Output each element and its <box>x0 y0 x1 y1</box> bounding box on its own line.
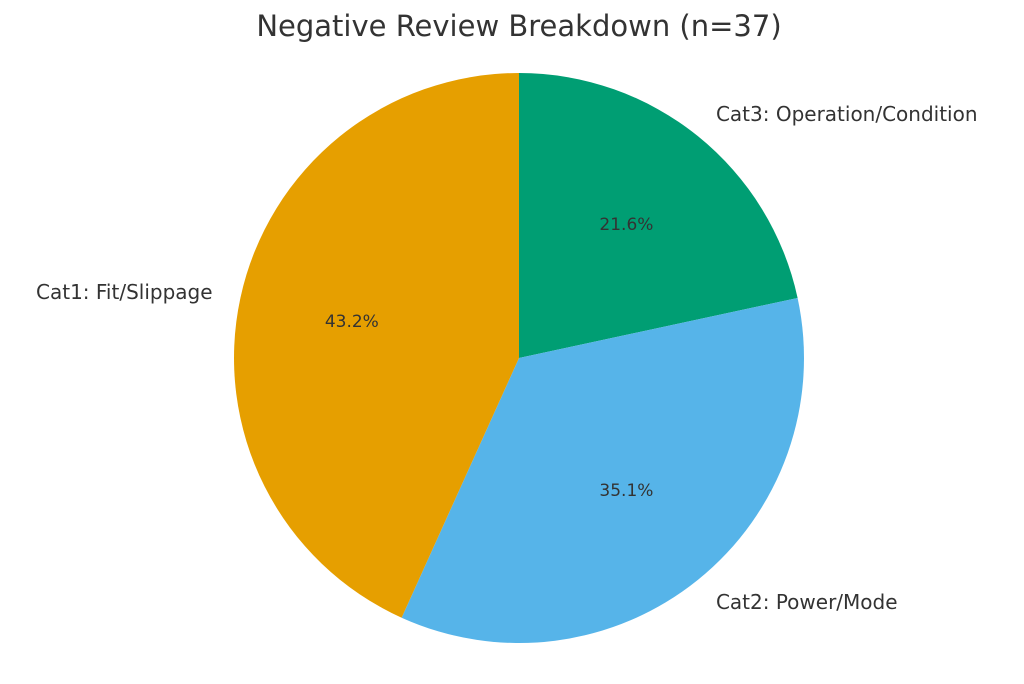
slice-percent-label: 35.1% <box>599 481 653 501</box>
slice-percent-label: 21.6% <box>599 215 653 235</box>
slice-category-label: Cat2: Power/Mode <box>716 590 898 614</box>
slice-percent-label: 43.2% <box>325 312 379 332</box>
chart-title: Negative Review Breakdown (n=37) <box>256 9 781 43</box>
pie-slice-2 <box>401 297 804 643</box>
slice-category-label: Cat3: Operation/Condition <box>716 102 978 126</box>
pie-slices <box>234 73 804 643</box>
pie-slice-3 <box>234 73 519 618</box>
pie-slice-1 <box>519 73 798 358</box>
slice-category-label: Cat1: Fit/Slippage <box>36 280 213 304</box>
pie-labels: 21.6% Cat3: Operation/Condition 35.1% Cat2:… <box>36 102 978 614</box>
